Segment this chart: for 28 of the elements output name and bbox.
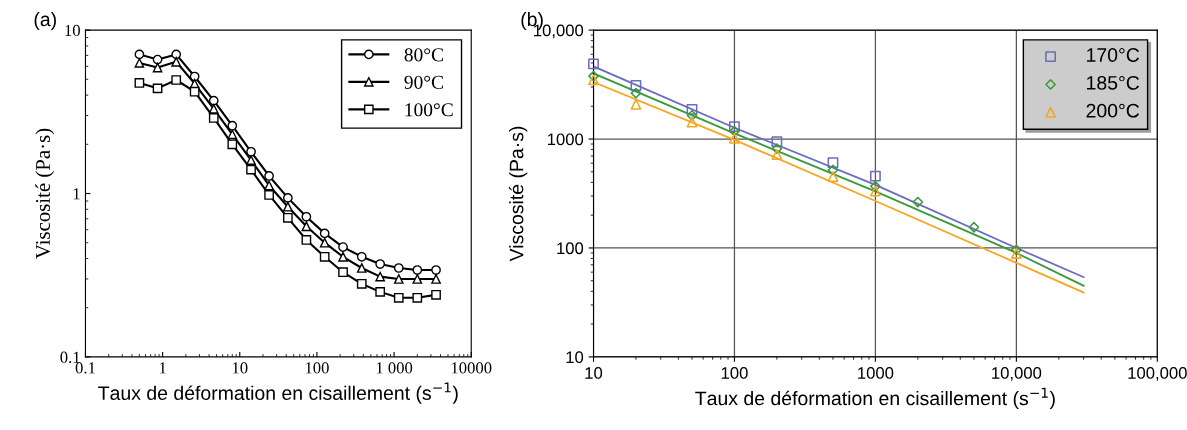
x-tick-label: 10000 bbox=[451, 362, 492, 374]
legend-label: 80°C bbox=[404, 48, 443, 62]
y-tick-label: 1000 bbox=[547, 133, 584, 146]
x-tick-label: 100,000 bbox=[1128, 367, 1187, 381]
text: (a) bbox=[34, 11, 56, 31]
x-axis-title: Taux de déformation en cisaillement (s$^{−1}$) bbox=[695, 387, 1055, 410]
y-tick-label: 1 bbox=[73, 188, 80, 200]
legend-label: 185°C bbox=[1087, 75, 1140, 90]
y-tick-label: 0.1 bbox=[60, 351, 80, 363]
y-tick-label: 10 bbox=[566, 351, 584, 364]
x-tick-label: 100 bbox=[721, 367, 748, 379]
x-tick-label: 10 bbox=[232, 362, 248, 374]
y-axis-title: Viscosité (Pa·s) bbox=[508, 126, 528, 262]
x-tick-label: 1000 bbox=[858, 367, 894, 379]
legend-label: 90°C bbox=[404, 75, 443, 89]
x-tick-label: 10,000 bbox=[992, 367, 1042, 381]
legend-label: 170°C bbox=[1087, 48, 1140, 62]
x-tick-label: 1 bbox=[159, 362, 166, 374]
legend-label: 200°C bbox=[1086, 103, 1140, 118]
x-tick-label: 100 bbox=[305, 362, 329, 374]
x-tick-label: 0.1 bbox=[75, 362, 95, 374]
y-axis-title: Viscosité (Pa·s) bbox=[35, 128, 55, 259]
legend-label: 100°C bbox=[405, 103, 453, 117]
y-tick-label: 100 bbox=[557, 242, 584, 255]
x-tick-label: 1 000 bbox=[376, 362, 413, 374]
y-tick-label: 10 bbox=[65, 24, 80, 37]
x-tick-label: 10 bbox=[585, 367, 603, 379]
x-axis-title: Taux de déformation en cisaillement (s$^{−1}$) bbox=[98, 382, 458, 404]
